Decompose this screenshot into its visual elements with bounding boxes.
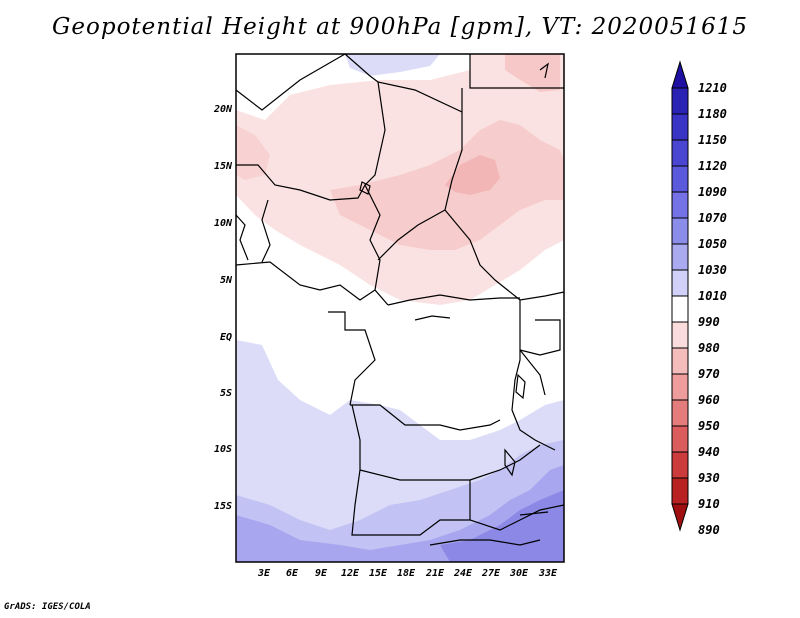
map-frame xyxy=(235,53,565,563)
colorbar-level-label: 990 xyxy=(698,315,720,329)
map-plot-area xyxy=(235,53,565,563)
lon-label-15e: 15E xyxy=(368,568,388,579)
colorbar-swatch xyxy=(671,425,689,453)
country-borders xyxy=(235,53,565,546)
lat-label-10n: 10N xyxy=(213,218,232,229)
lon-label-18e: 18E xyxy=(396,568,416,579)
colorbar-bottom-arrow xyxy=(671,503,689,532)
colorbar-level-label: 1150 xyxy=(698,133,727,147)
map-title: Geopotential Height at 900hPa [gpm], VT:… xyxy=(52,14,748,40)
footer-credit: GrADS: IGES/COLA xyxy=(4,602,91,612)
colorbar-swatch xyxy=(671,113,689,141)
lat-label-10s: 10S xyxy=(213,444,232,455)
colorbar-swatch xyxy=(671,269,689,297)
colorbar-level-label: 1070 xyxy=(698,211,727,225)
colorbar-swatch xyxy=(671,191,689,219)
colorbar-swatch xyxy=(671,347,689,375)
lon-label-33e: 33E xyxy=(538,568,558,579)
lakes xyxy=(359,62,549,516)
colorbar-level-label: 950 xyxy=(698,419,720,433)
colorbar-level-label: 1090 xyxy=(698,185,727,199)
lon-label-6e: 6E xyxy=(285,568,299,579)
lon-label-30e: 30E xyxy=(509,568,529,579)
colorbar-level-label: 980 xyxy=(698,341,720,355)
lat-label-5n: 5N xyxy=(219,275,232,286)
height-field-red-top xyxy=(505,54,560,92)
colorbar-level-label: 940 xyxy=(698,445,720,459)
colorbar-swatch xyxy=(671,399,689,427)
colorbar-swatch xyxy=(671,295,689,323)
colorbar-level-label: 1120 xyxy=(698,159,727,173)
colorbar-swatch xyxy=(671,373,689,401)
lat-label-5s: 5S xyxy=(219,388,232,399)
colorbar-swatch xyxy=(671,243,689,271)
lon-label-21e: 21E xyxy=(425,568,445,579)
lon-label-9e: 9E xyxy=(314,568,328,579)
colorbar-level-label: 930 xyxy=(698,471,720,485)
colorbar-level-label: 1050 xyxy=(698,237,727,251)
colorbar xyxy=(671,60,689,532)
lat-label-eq: EQ xyxy=(219,332,232,343)
lon-label-3e: 3E xyxy=(257,568,271,579)
lon-label-24e: 24E xyxy=(453,568,473,579)
height-field-blue-deep xyxy=(440,490,564,562)
colorbar-level-label: 960 xyxy=(698,393,720,407)
height-field-red-dark xyxy=(445,155,500,195)
colorbar-swatch xyxy=(671,165,689,193)
colorbar-swatch xyxy=(671,321,689,349)
colorbar-level-label: 910 xyxy=(698,497,720,511)
lat-label-15s: 15S xyxy=(213,501,232,512)
colorbar-swatch xyxy=(671,139,689,167)
colorbar-level-label: 970 xyxy=(698,367,720,381)
lon-label-27e: 27E xyxy=(481,568,501,579)
colorbar-level-label: 1180 xyxy=(698,107,727,121)
colorbar-level-label: 1210 xyxy=(698,81,727,95)
colorbar-level-label: 1010 xyxy=(698,289,727,303)
colorbar-level-label: 1030 xyxy=(698,263,727,277)
height-field-red-west xyxy=(236,125,270,180)
colorbar-swatch xyxy=(671,87,689,115)
colorbar-swatch xyxy=(671,477,689,505)
lat-label-15n: 15N xyxy=(213,161,232,172)
lon-label-12e: 12E xyxy=(340,568,360,579)
colorbar-top-arrow xyxy=(671,60,689,89)
colorbar-swatch xyxy=(671,217,689,245)
colorbar-level-label: 890 xyxy=(698,523,720,537)
lat-label-20n: 20N xyxy=(213,104,232,115)
colorbar-swatch xyxy=(671,451,689,479)
height-field-blue-north xyxy=(345,54,440,76)
